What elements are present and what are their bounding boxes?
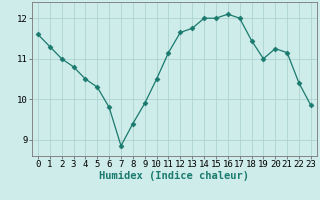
X-axis label: Humidex (Indice chaleur): Humidex (Indice chaleur) — [100, 171, 249, 181]
